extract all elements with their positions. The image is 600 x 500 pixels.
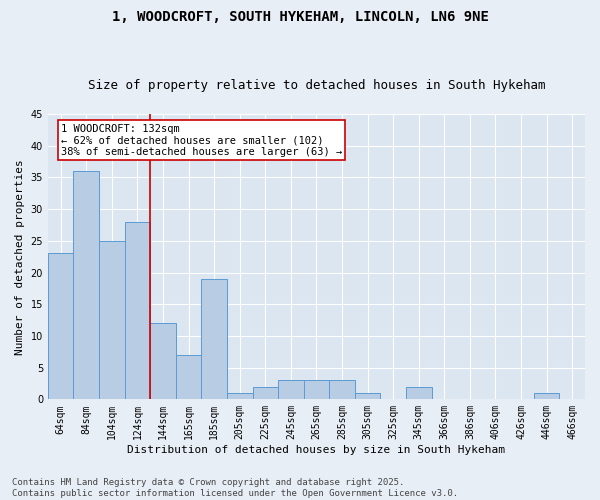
Bar [534, 393, 559, 400]
X-axis label: Distribution of detached houses by size in South Hykeham: Distribution of detached houses by size … [127, 445, 505, 455]
Bar [202, 279, 227, 400]
Bar [73, 171, 99, 400]
Y-axis label: Number of detached properties: Number of detached properties [15, 159, 25, 354]
Bar [99, 241, 125, 400]
Bar [227, 393, 253, 400]
Text: 1 WOODCROFT: 132sqm
← 62% of detached houses are smaller (102)
38% of semi-detac: 1 WOODCROFT: 132sqm ← 62% of detached ho… [61, 124, 342, 156]
Title: Size of property relative to detached houses in South Hykeham: Size of property relative to detached ho… [88, 79, 545, 92]
Bar [253, 386, 278, 400]
Bar [329, 380, 355, 400]
Text: Contains HM Land Registry data © Crown copyright and database right 2025.
Contai: Contains HM Land Registry data © Crown c… [12, 478, 458, 498]
Bar [278, 380, 304, 400]
Text: 1, WOODCROFT, SOUTH HYKEHAM, LINCOLN, LN6 9NE: 1, WOODCROFT, SOUTH HYKEHAM, LINCOLN, LN… [112, 10, 488, 24]
Bar [304, 380, 329, 400]
Bar [176, 355, 202, 400]
Bar [355, 393, 380, 400]
Bar [48, 254, 73, 400]
Bar [406, 386, 431, 400]
Bar [150, 323, 176, 400]
Bar [125, 222, 150, 400]
